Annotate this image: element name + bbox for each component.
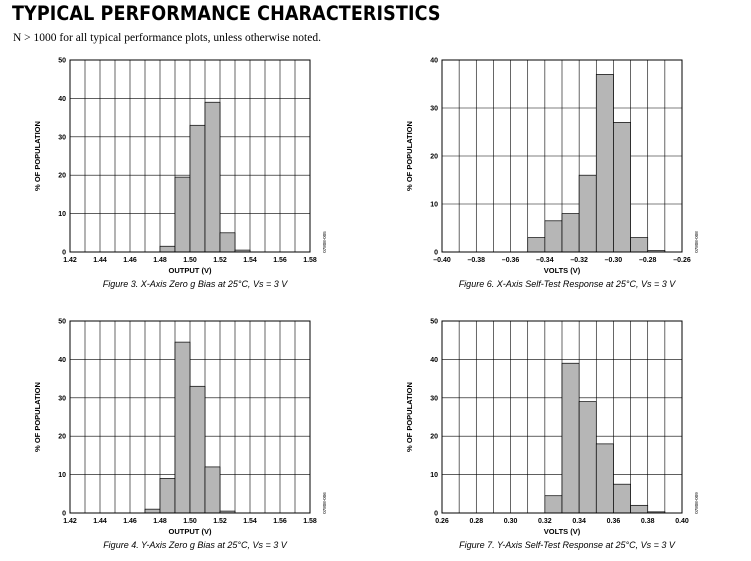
chart-3-y-tick-label: 10	[430, 472, 438, 479]
chart-2-y-tick-label: 40	[58, 357, 66, 364]
chart-0-x-axis-label: OUTPUT (V)	[169, 266, 212, 275]
chart-0-figure-code: 07808-005	[322, 231, 327, 253]
page-title: TYPICAL PERFORMANCE CHARACTERISTICS	[12, 2, 441, 25]
chart-3-bar	[544, 495, 563, 514]
chart-1-y-axis-label: % OF POPULATION	[405, 121, 414, 191]
chart-1-x-tick-label: –0.34	[536, 257, 554, 264]
chart-3-bar	[578, 401, 597, 514]
chart-2-x-tick-label: 1.44	[93, 518, 107, 525]
chart-3-bar	[630, 504, 649, 514]
chart-3-x-axis-label: VOLTS (V)	[544, 527, 581, 536]
chart-3-bar	[595, 443, 614, 514]
chart-0-frame	[69, 59, 311, 253]
chart-0-caption: Figure 3. X-Axis Zero g Bias at 25°C, Vs…	[103, 279, 288, 289]
chart-1-frame	[441, 59, 683, 253]
chart-1-x-tick-label: –0.26	[673, 257, 691, 264]
chart-3-x-tick-label: 0.34	[572, 518, 586, 525]
chart-0-y-tick-label: 10	[58, 211, 66, 218]
chart-2-y-tick-label: 0	[62, 511, 66, 518]
chart-2-y-tick-label: 30	[58, 395, 66, 402]
chart-2-frame	[69, 320, 311, 514]
chart-3-x-tick-label: 0.32	[538, 518, 552, 525]
chart-1-x-tick-label: –0.36	[502, 257, 520, 264]
chart-3-caption: Figure 7. Y-Axis Self-Test Response at 2…	[459, 540, 676, 550]
chart-3-x-tick-label: 0.28	[469, 518, 483, 525]
chart-2-x-tick-label: 1.52	[213, 518, 227, 525]
page-subtitle: N > 1000 for all typical performance plo…	[13, 32, 321, 44]
chart-0-x-tick-label: 1.50	[183, 257, 197, 264]
chart-3-y-tick-label: 50	[430, 319, 438, 326]
chart-1-x-tick-label: –0.38	[468, 257, 486, 264]
chart-0-x-tick-label: 1.46	[123, 257, 137, 264]
chart-2-x-tick-label: 1.46	[123, 518, 137, 525]
chart-1-caption: Figure 6. X-Axis Self-Test Response at 2…	[459, 279, 677, 289]
chart-0-y-tick-label: 40	[58, 96, 66, 103]
chart-1-x-axis-label: VOLTS (V)	[544, 266, 581, 275]
chart-2-x-axis-label: OUTPUT (V)	[169, 527, 212, 536]
chart-2-caption: Figure 4. Y-Axis Zero g Bias at 25°C, Vs…	[103, 540, 288, 550]
chart-3-x-tick-label: 0.30	[504, 518, 518, 525]
chart-3-y-tick-label: 0	[434, 511, 438, 518]
chart-0-y-tick-label: 30	[58, 134, 66, 141]
chart-3-x-tick-label: 0.40	[675, 518, 689, 525]
chart-1-y-tick-label: 0	[434, 250, 438, 257]
chart-2-figure-code: 07808-006	[322, 492, 327, 514]
chart-3-x-tick-label: 0.26	[435, 518, 449, 525]
chart-0-y-tick-label: 0	[62, 250, 66, 257]
chart-2-x-tick-label: 1.56	[273, 518, 287, 525]
chart-2-x-tick-label: 1.54	[243, 518, 257, 525]
chart-0-x-tick-label: 1.56	[273, 257, 287, 264]
chart-1-y-tick-label: 20	[430, 154, 438, 161]
chart-3-y-tick-label: 40	[430, 357, 438, 364]
chart-1-figure-code: 07808-008	[694, 231, 699, 253]
chart-0-x-tick-label: 1.48	[153, 257, 167, 264]
chart-2-y-tick-label: 10	[58, 472, 66, 479]
chart-0-x-tick-label: 1.58	[303, 257, 317, 264]
chart-2-x-tick-label: 1.58	[303, 518, 317, 525]
chart-0-x-tick-label: 1.44	[93, 257, 107, 264]
chart-3-figure-code: 07808-009	[694, 492, 699, 514]
chart-2-x-tick-label: 1.50	[183, 518, 197, 525]
chart-3-y-tick-label: 30	[430, 395, 438, 402]
chart-3-frame	[441, 320, 683, 514]
chart-2-y-tick-label: 50	[58, 319, 66, 326]
chart-2-y-axis-label: % OF POPULATION	[33, 382, 42, 452]
chart-3-x-tick-label: 0.36	[607, 518, 621, 525]
chart-3-bar	[613, 483, 631, 514]
chart-1-y-tick-label: 30	[430, 106, 438, 113]
chart-3-x-tick-label: 0.38	[641, 518, 655, 525]
chart-2-x-tick-label: 1.42	[63, 518, 77, 525]
chart-1-y-tick-label: 10	[430, 202, 438, 209]
chart-0-y-tick-label: 20	[58, 173, 66, 180]
chart-1-x-tick-label: –0.32	[570, 257, 588, 264]
chart-0-y-tick-label: 50	[58, 58, 66, 65]
chart-0-x-tick-label: 1.52	[213, 257, 227, 264]
chart-1-y-tick-label: 40	[430, 58, 438, 65]
chart-2-y-tick-label: 20	[58, 434, 66, 441]
chart-0-x-tick-label: 1.54	[243, 257, 257, 264]
chart-3-y-tick-label: 20	[430, 434, 438, 441]
chart-0-y-axis-label: % OF POPULATION	[33, 121, 42, 191]
chart-2-x-tick-label: 1.48	[153, 518, 167, 525]
chart-3-y-axis-label: % OF POPULATION	[405, 382, 414, 452]
chart-0-x-tick-label: 1.42	[63, 257, 77, 264]
chart-1-x-tick-label: –0.30	[605, 257, 623, 264]
chart-1-x-tick-label: –0.40	[433, 257, 451, 264]
chart-1-x-tick-label: –0.28	[639, 257, 657, 264]
chart-3-bar	[561, 362, 580, 514]
